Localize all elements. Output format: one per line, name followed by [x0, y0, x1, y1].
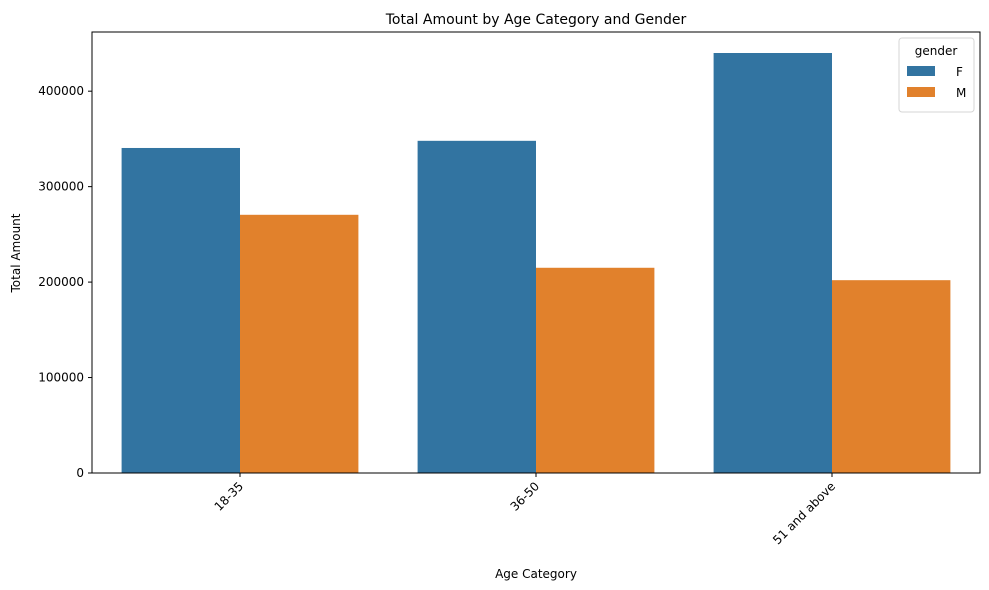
x-axis: 18-35 36-50 51 and above [212, 473, 838, 547]
bar-M-51-and-above [832, 280, 951, 473]
x-axis-label: Age Category [495, 567, 577, 581]
bars-group [121, 53, 951, 473]
y-tick-label: 200000 [38, 275, 84, 289]
legend-label-F: F [956, 65, 963, 79]
bar-M-18-35 [240, 214, 359, 473]
legend: gender FM [898, 37, 975, 113]
plot-frame [91, 31, 981, 474]
legend-entries: FM [907, 65, 966, 100]
legend-swatch-F [907, 66, 935, 76]
chart-title: Total Amount by Age Category and Gender [385, 12, 687, 28]
legend-title: gender [915, 44, 958, 58]
y-tick-label: 0 [76, 466, 84, 480]
y-tick-label: 400000 [38, 84, 84, 98]
x-tick-label: 18-35 [212, 479, 247, 514]
bar-F-18-35 [121, 147, 240, 473]
y-axis: 0 100000 200000 300000 400000 [38, 84, 92, 480]
y-axis-label: Total Amount [9, 213, 23, 293]
legend-swatch-M [907, 87, 935, 97]
x-tick-label: 36-50 [508, 479, 543, 514]
bar-F-51-and-above [713, 53, 832, 473]
y-tick-label: 300000 [38, 180, 84, 194]
x-tick-label: 51 and above [770, 479, 838, 547]
bar-M-36-50 [536, 267, 655, 473]
legend-label-M: M [956, 86, 966, 100]
bar-F-36-50 [417, 140, 536, 473]
y-tick-label: 100000 [38, 371, 84, 385]
